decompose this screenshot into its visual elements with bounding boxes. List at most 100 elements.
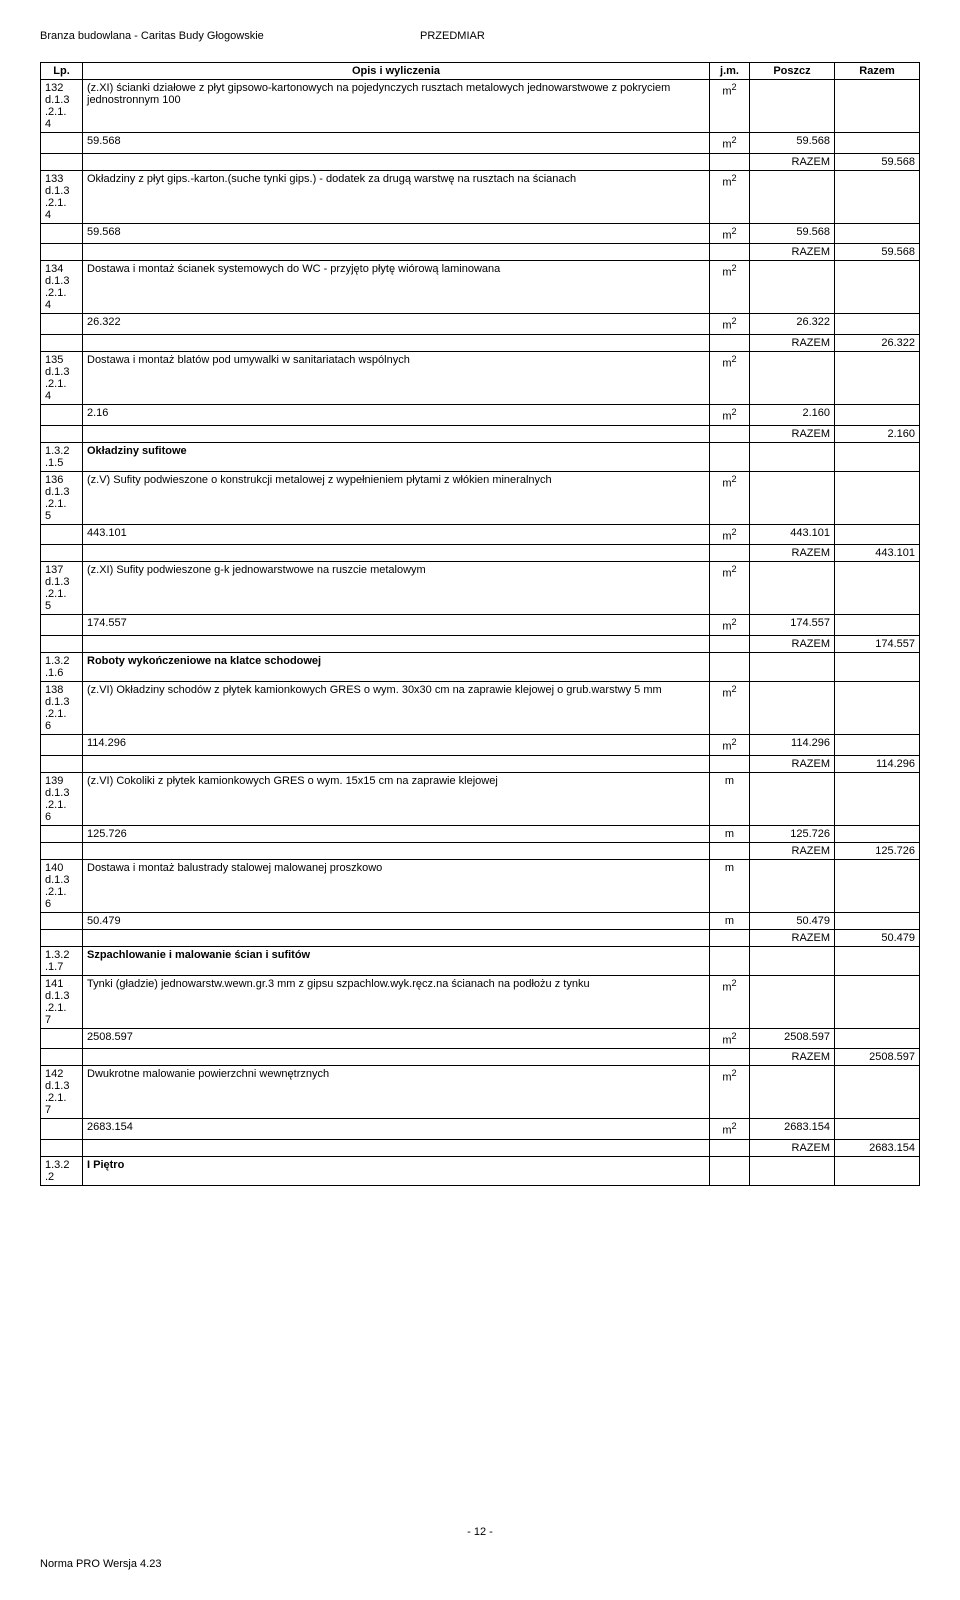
cell-opis: 59.568 — [83, 223, 710, 244]
cell-opis: 59.568 — [83, 133, 710, 154]
cell-lp — [41, 1119, 83, 1140]
cell-razem: 2.160 — [835, 425, 920, 442]
table-row: 50.479m50.479 — [41, 912, 920, 929]
cell-lp — [41, 615, 83, 636]
header-left: Branza budowlana - Caritas Budy Głogowsk… — [40, 30, 420, 42]
cell-jm — [710, 1139, 750, 1156]
table-row: 137 d.1.3 .2.1. 5(z.XI) Sufity podwieszo… — [41, 562, 920, 615]
cell-poszcz — [750, 261, 835, 314]
cell-jm: m2 — [710, 734, 750, 755]
cell-opis: 2508.597 — [83, 1028, 710, 1049]
cell-opis — [83, 244, 710, 261]
cell-razem: 2508.597 — [835, 1049, 920, 1066]
cell-razem — [835, 351, 920, 404]
cell-jm — [710, 545, 750, 562]
cell-lp — [41, 635, 83, 652]
cell-lp: 140 d.1.3 .2.1. 6 — [41, 859, 83, 912]
cell-jm: m2 — [710, 615, 750, 636]
cell-razem — [835, 442, 920, 471]
cell-lp: 141 d.1.3 .2.1. 7 — [41, 975, 83, 1028]
cell-poszcz: 50.479 — [750, 912, 835, 929]
cell-jm — [710, 1156, 750, 1185]
cell-jm — [710, 425, 750, 442]
cell-poszcz: 174.557 — [750, 615, 835, 636]
cell-opis: (z.VI) Cokoliki z płytek kamionkowych GR… — [83, 772, 710, 825]
cell-opis — [83, 425, 710, 442]
cell-lp: 138 d.1.3 .2.1. 6 — [41, 681, 83, 734]
cell-opis: 2683.154 — [83, 1119, 710, 1140]
cell-lp — [41, 755, 83, 772]
table-row: 139 d.1.3 .2.1. 6(z.VI) Cokoliki z płyte… — [41, 772, 920, 825]
cell-poszcz — [750, 442, 835, 471]
cell-poszcz — [750, 946, 835, 975]
cell-lp — [41, 842, 83, 859]
cell-jm: m2 — [710, 471, 750, 524]
table-row: 59.568m259.568 — [41, 223, 920, 244]
cell-razem-label: RAZEM — [750, 635, 835, 652]
cell-razem — [835, 562, 920, 615]
przedmiar-table: Lp. Opis i wyliczenia j.m. Poszcz Razem … — [40, 62, 920, 1186]
cell-section-title: Roboty wykończeniowe na klatce schodowej — [83, 652, 710, 681]
cell-lp: 142 d.1.3 .2.1. 7 — [41, 1066, 83, 1119]
cell-opis: 125.726 — [83, 825, 710, 842]
cell-poszcz: 26.322 — [750, 314, 835, 335]
cell-razem — [835, 1066, 920, 1119]
table-row: 1.3.2 .2I Piętro — [41, 1156, 920, 1185]
cell-opis — [83, 334, 710, 351]
cell-lp — [41, 404, 83, 425]
cell-razem — [835, 261, 920, 314]
table-row: 125.726m125.726 — [41, 825, 920, 842]
cell-razem — [835, 80, 920, 133]
cell-poszcz — [750, 562, 835, 615]
cell-jm: m2 — [710, 524, 750, 545]
cell-opis: 50.479 — [83, 912, 710, 929]
cell-jm — [710, 755, 750, 772]
page-header: Branza budowlana - Caritas Budy Głogowsk… — [40, 30, 920, 42]
cell-lp: 1.3.2 .1.5 — [41, 442, 83, 471]
cell-razem: 59.568 — [835, 244, 920, 261]
col-razem-header: Razem — [835, 63, 920, 80]
cell-jm: m2 — [710, 1119, 750, 1140]
table-row: 1.3.2 .1.7Szpachlowanie i malowanie ścia… — [41, 946, 920, 975]
cell-lp — [41, 244, 83, 261]
cell-razem-label: RAZEM — [750, 153, 835, 170]
cell-razem — [835, 859, 920, 912]
table-row: 174.557m2174.557 — [41, 615, 920, 636]
cell-razem: 114.296 — [835, 755, 920, 772]
cell-opis — [83, 755, 710, 772]
cell-lp — [41, 912, 83, 929]
cell-poszcz: 114.296 — [750, 734, 835, 755]
cell-lp — [41, 223, 83, 244]
cell-razem-label: RAZEM — [750, 425, 835, 442]
cell-section-title: I Piętro — [83, 1156, 710, 1185]
cell-poszcz: 443.101 — [750, 524, 835, 545]
cell-lp — [41, 334, 83, 351]
cell-razem — [835, 1028, 920, 1049]
cell-poszcz: 125.726 — [750, 825, 835, 842]
cell-lp — [41, 153, 83, 170]
cell-razem — [835, 314, 920, 335]
table-row: 142 d.1.3 .2.1. 7Dwukrotne malowanie pow… — [41, 1066, 920, 1119]
table-row: RAZEM2683.154 — [41, 1139, 920, 1156]
cell-lp — [41, 1049, 83, 1066]
cell-opis: 443.101 — [83, 524, 710, 545]
cell-lp: 132 d.1.3 .2.1. 4 — [41, 80, 83, 133]
cell-jm — [710, 842, 750, 859]
cell-razem — [835, 946, 920, 975]
cell-jm: m — [710, 912, 750, 929]
table-row: RAZEM2.160 — [41, 425, 920, 442]
cell-razem — [835, 524, 920, 545]
cell-razem: 443.101 — [835, 545, 920, 562]
cell-razem: 26.322 — [835, 334, 920, 351]
cell-poszcz — [750, 681, 835, 734]
cell-jm: m — [710, 859, 750, 912]
cell-razem — [835, 615, 920, 636]
cell-opis: 174.557 — [83, 615, 710, 636]
cell-poszcz: 59.568 — [750, 223, 835, 244]
cell-opis — [83, 153, 710, 170]
cell-jm: m — [710, 772, 750, 825]
cell-jm — [710, 635, 750, 652]
cell-lp: 134 d.1.3 .2.1. 4 — [41, 261, 83, 314]
cell-jm — [710, 153, 750, 170]
cell-jm: m2 — [710, 975, 750, 1028]
